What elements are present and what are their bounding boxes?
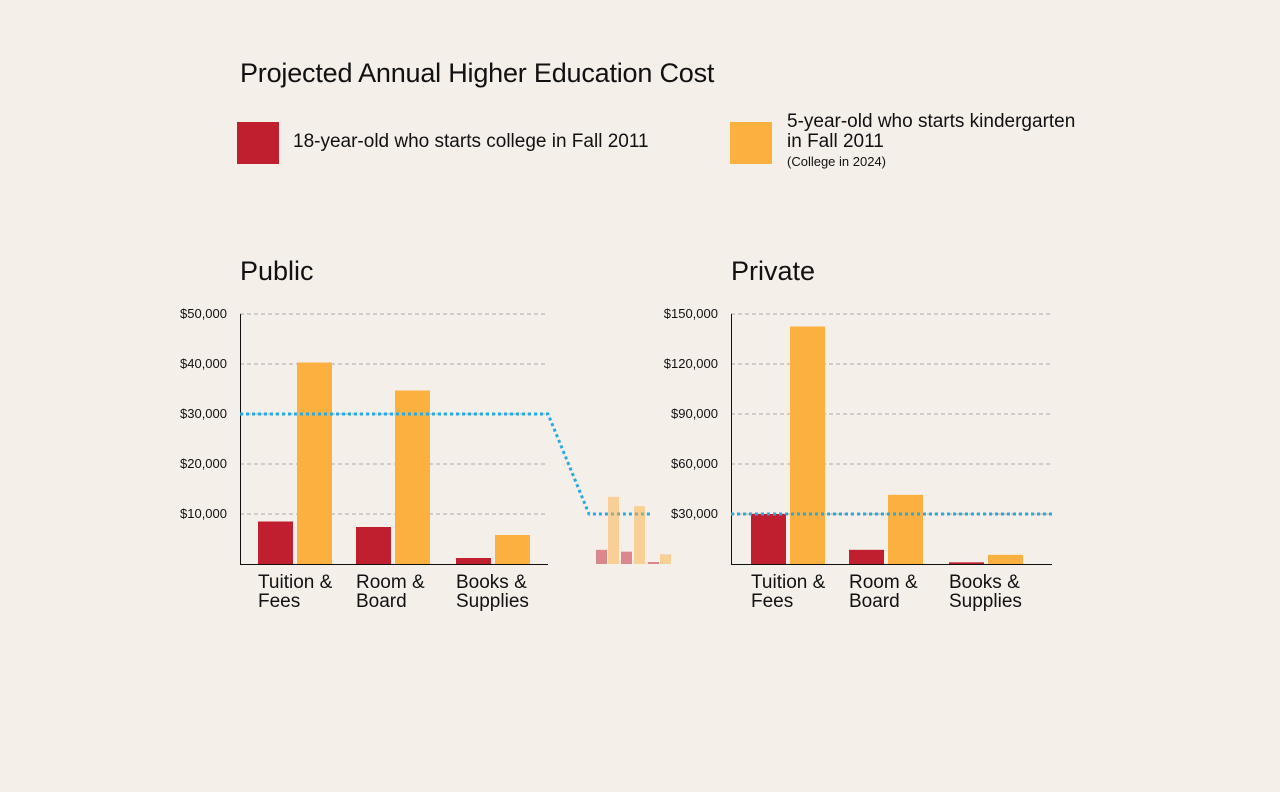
miniature-bar-2011 [596, 549, 607, 564]
private-category-label: Tuition & [751, 572, 826, 593]
legend-swatch-2011 [237, 122, 279, 164]
private-category-label: Board [849, 591, 900, 612]
public-bar-2024 [395, 390, 430, 564]
private-category-label: Books & [949, 572, 1020, 593]
private-category-label: Room & [849, 572, 918, 593]
private-ytick-label: $120,000 [664, 356, 718, 371]
miniature-bar-2024 [634, 506, 645, 564]
public-category-label: Room & [356, 572, 425, 593]
public-category-label: Books & [456, 572, 527, 593]
miniature-bar-2011 [648, 562, 659, 564]
private-bar-2024 [988, 554, 1023, 564]
private-bar-2011 [949, 562, 984, 564]
private-category-label: Supplies [949, 591, 1022, 612]
private-category-label: Fees [751, 591, 793, 612]
private-ytick-label: $30,000 [671, 506, 718, 521]
miniature-bar-2011 [621, 551, 632, 564]
private-bar-2011 [751, 514, 786, 564]
legend-label-2024-line-1: 5-year-old who starts kindergarten [787, 111, 1076, 132]
private-ytick-label: $90,000 [671, 406, 718, 421]
public-bar-2024 [495, 535, 530, 564]
public-bar-2024 [297, 362, 332, 564]
public-category-label: Supplies [456, 591, 529, 612]
public-category-label: Fees [258, 591, 300, 612]
public-reference-line [240, 412, 652, 516]
public-ytick-label: $40,000 [180, 356, 227, 371]
public-ytick-label: $20,000 [180, 456, 227, 471]
public-bar-2011 [356, 527, 391, 564]
public-category-label: Tuition & [258, 572, 333, 593]
public-bar-2011 [456, 558, 491, 564]
private-bar-2011 [849, 549, 884, 564]
legend-note-2024: (College in 2024) [787, 154, 887, 169]
miniature-bar-2024 [608, 496, 619, 564]
legend-label-2024: 5-year-old who starts kindergarten in Fa… [787, 112, 1075, 152]
private-bar-2024 [888, 494, 923, 564]
public-bar-2011 [258, 521, 293, 564]
public-panel-title: Public [240, 256, 314, 286]
private-ytick-label: $150,000 [664, 306, 718, 321]
private-ytick-label: $60,000 [671, 456, 718, 471]
legend-label-2011: 18-year-old who starts college in Fall 2… [293, 131, 649, 152]
public-ytick-label: $50,000 [180, 306, 227, 321]
private-panel-title: Private [731, 256, 816, 286]
miniature-bar-2024 [660, 554, 671, 564]
public-ytick-label: $30,000 [180, 406, 227, 421]
legend-swatch-2024 [730, 122, 772, 164]
chart-title: Projected Annual Higher Education Cost [240, 58, 715, 88]
public-ytick-label: $10,000 [180, 506, 227, 521]
legend-label-2024-line-2: in Fall 2011 [787, 131, 884, 152]
private-bar-2024 [790, 326, 825, 564]
public-category-label: Board [356, 591, 407, 612]
